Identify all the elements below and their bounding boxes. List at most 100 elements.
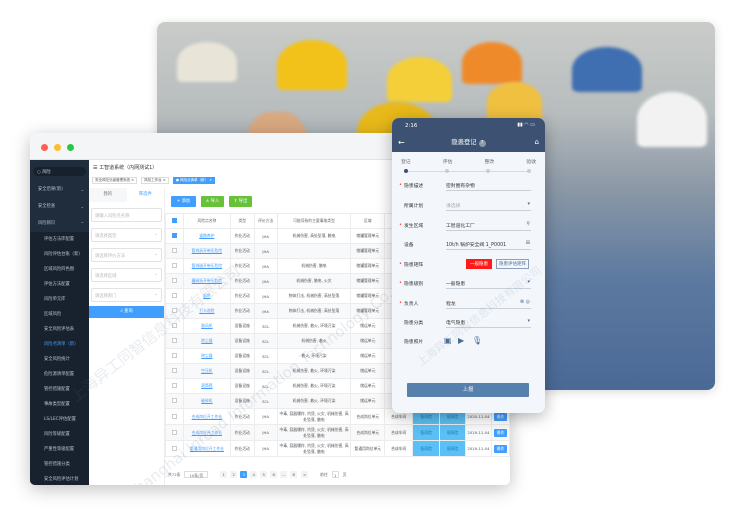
- row-checkbox[interactable]: [171, 368, 177, 373]
- field-input[interactable]: 10t/h 锅炉安全阀 1_P0001 ⊞: [446, 240, 531, 250]
- tag-risk-system[interactable]: 安全风险分级管理系统 ×: [92, 177, 138, 184]
- row-checkbox[interactable]: [171, 263, 177, 268]
- tag-risk-point-list[interactable]: ● 风险点清单（新） ×: [172, 177, 216, 184]
- sidebar-item[interactable]: 风险等级配置: [30, 427, 89, 442]
- chevron-down-icon[interactable]: ▾: [527, 279, 530, 285]
- home-icon[interactable]: ⌂: [534, 138, 539, 146]
- row-checkbox[interactable]: [171, 383, 177, 388]
- sidebar-item[interactable]: 事故类型配置: [30, 397, 89, 412]
- sidebar-item[interactable]: 评估方法库配置: [30, 232, 89, 247]
- sidebar-item[interactable]: 风险单元库: [30, 292, 89, 307]
- image-upload-icon[interactable]: ▣: [444, 336, 452, 345]
- risk-point-link[interactable]: 除尘器: [201, 353, 213, 358]
- row-checkbox[interactable]: [171, 429, 177, 435]
- location-pin-icon[interactable]: ⚲: [526, 221, 530, 227]
- row-checkbox[interactable]: [171, 353, 177, 358]
- sidebar-item[interactable]: 安全风险评估表: [30, 322, 89, 337]
- risk-point-name-input[interactable]: 请输入风险点名称: [91, 208, 162, 222]
- tab-filter[interactable]: 筛选件: [126, 188, 164, 202]
- risk-point-link[interactable]: 罐阀拆开带压危险: [191, 278, 223, 283]
- page-size-select[interactable]: 10条/页: [184, 471, 209, 478]
- hazard-matrix-link[interactable]: 隐患评估矩阵: [496, 259, 529, 269]
- export-button[interactable]: ⇪ 导出: [229, 196, 252, 207]
- minimize-window-button[interactable]: [54, 144, 61, 151]
- close-window-button[interactable]: [41, 144, 48, 151]
- row-checkbox[interactable]: [171, 308, 177, 313]
- row-checkbox[interactable]: [171, 248, 177, 253]
- sidebar-group-safety-check[interactable]: 安全检查 ⌄: [30, 198, 89, 215]
- department-select[interactable]: 请选择部门 ⌄: [91, 288, 162, 302]
- sidebar-item[interactable]: 危险源清单配置: [30, 367, 89, 382]
- add-button[interactable]: + 添加: [171, 196, 196, 207]
- next-page-button[interactable]: >: [301, 471, 309, 478]
- type-select[interactable]: 请选择类型 ⌄: [91, 228, 162, 242]
- risk-point-link[interactable]: 合成岗位开工作业: [191, 413, 223, 419]
- sidebar-item[interactable]: 风险点清单（新）: [30, 337, 89, 352]
- risk-point-link[interactable]: 滚筒筛: [201, 383, 213, 388]
- risk-point-link[interactable]: 除尘器: [201, 338, 213, 343]
- area-select[interactable]: 请选择区域 ⌄: [91, 268, 162, 282]
- operate-button[interactable]: 操作: [493, 412, 508, 421]
- risk-point-link[interactable]: 起吊: [203, 293, 211, 298]
- sidebar-item[interactable]: 严重性等级配置: [30, 442, 89, 457]
- operate-button[interactable]: 操作: [493, 444, 508, 453]
- sidebar-item[interactable]: 管控措施配置: [30, 382, 89, 397]
- page-button[interactable]: 4: [250, 471, 258, 478]
- select-all-checkbox[interactable]: [165, 213, 184, 229]
- back-arrow-icon[interactable]: ←: [398, 138, 405, 147]
- risk-point-link[interactable]: 空压机: [201, 368, 213, 373]
- sidebar-item[interactable]: LS/LEC评估配置: [30, 412, 89, 427]
- video-upload-icon[interactable]: ▶: [458, 336, 465, 345]
- clear-and-contact-icon[interactable]: ⊗ ◎: [519, 299, 530, 305]
- microphone-icon[interactable]: 🎙: [472, 336, 483, 345]
- query-button[interactable]: ⌕ 查询: [89, 306, 164, 318]
- row-checkbox[interactable]: [171, 278, 177, 283]
- field-input[interactable]: 电气隐患 ▾: [446, 318, 531, 328]
- risk-point-link[interactable]: 管线拆开带压危险: [191, 248, 223, 253]
- risk-point-link[interactable]: 破碎机: [201, 398, 213, 403]
- tab-mine[interactable]: 我的: [89, 188, 127, 202]
- submit-button[interactable]: 上报: [407, 383, 529, 397]
- risk-point-link[interactable]: 鼓风机: [201, 323, 213, 328]
- risk-point-link[interactable]: 打卡巡检: [199, 308, 215, 313]
- sidebar-search-input[interactable]: ○ 风险: [33, 167, 86, 176]
- sidebar-item[interactable]: 管控措施分类: [30, 457, 89, 472]
- page-button[interactable]: 1: [220, 471, 228, 478]
- risk-point-link[interactable]: 管线碰开带压危险: [191, 263, 223, 268]
- page-button[interactable]: 5: [260, 471, 268, 478]
- risk-point-link[interactable]: 合成岗位开工作业: [191, 429, 223, 435]
- page-button[interactable]: 8: [290, 471, 298, 478]
- page-button[interactable]: 3: [240, 471, 248, 478]
- goto-page-input[interactable]: 1: [331, 471, 339, 478]
- field-input[interactable]: 程龙 ⊗ ◎: [446, 299, 531, 309]
- sidebar-item[interactable]: 风险评估台账（新）: [30, 247, 89, 262]
- operate-button[interactable]: 操作: [493, 428, 508, 437]
- chevron-down-icon[interactable]: ▾: [527, 201, 530, 207]
- page-button[interactable]: 2: [230, 471, 238, 478]
- row-checkbox[interactable]: [171, 445, 177, 451]
- maximize-window-button[interactable]: [67, 144, 74, 151]
- import-button[interactable]: ± 导入: [201, 196, 224, 207]
- menu-toggle-icon[interactable]: ☰: [93, 165, 98, 171]
- sidebar-item[interactable]: 区域风险四色图: [30, 262, 89, 277]
- row-checkbox[interactable]: [171, 338, 177, 343]
- field-input[interactable]: 工智道化工厂 ⚲: [446, 221, 531, 231]
- sidebar-group-risk-identification[interactable]: 风险辨识 ⌃: [30, 215, 89, 232]
- scan-icon[interactable]: ⊞: [525, 240, 530, 246]
- field-input[interactable]: 请选择 ▾: [446, 201, 531, 211]
- row-checkbox[interactable]: [171, 293, 177, 298]
- risk-point-link[interactable]: 氨通用岗位开工作业: [189, 445, 224, 451]
- sidebar-item[interactable]: 区域风险: [30, 307, 89, 322]
- row-checkbox[interactable]: [171, 233, 177, 238]
- row-checkbox[interactable]: [171, 323, 177, 328]
- page-button[interactable]: ...: [280, 471, 288, 478]
- row-checkbox[interactable]: [171, 398, 177, 403]
- help-icon[interactable]: ?: [478, 140, 486, 147]
- sidebar-item[interactable]: 安全风险统计: [30, 352, 89, 367]
- method-select[interactable]: 请选择评价方法 ⌄: [91, 248, 162, 262]
- row-checkbox[interactable]: [171, 413, 177, 419]
- sidebar-item[interactable]: 安全风险评估计划: [30, 472, 89, 485]
- risk-point-link[interactable]: 道路养护: [199, 233, 215, 238]
- sidebar-group-safety-consequence[interactable]: 安全后果(新) ⌄: [30, 181, 89, 198]
- field-input[interactable]: 密封圈有杂物: [446, 181, 531, 191]
